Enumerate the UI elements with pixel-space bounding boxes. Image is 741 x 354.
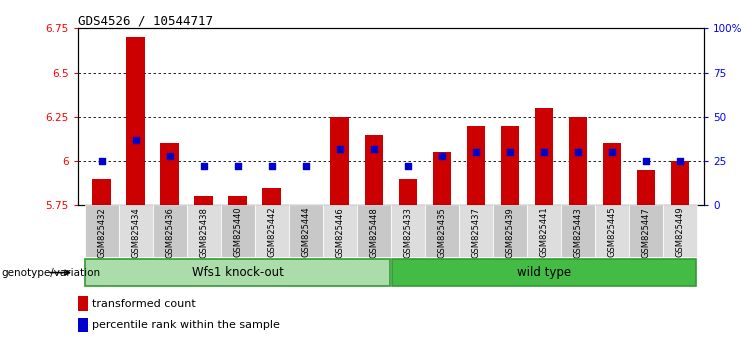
Text: GDS4526 / 10544717: GDS4526 / 10544717	[78, 14, 213, 27]
Point	[266, 164, 278, 169]
Text: GSM825436: GSM825436	[165, 207, 174, 258]
Point	[402, 164, 413, 169]
Bar	[459, 205, 493, 257]
Point	[232, 164, 244, 169]
Bar	[126, 37, 145, 205]
Point	[300, 164, 312, 169]
Text: GSM825447: GSM825447	[642, 207, 651, 258]
Bar	[568, 117, 588, 205]
Text: GSM825445: GSM825445	[608, 207, 617, 257]
Bar	[228, 196, 247, 205]
Bar	[467, 126, 485, 205]
Bar	[561, 205, 595, 257]
Point	[164, 153, 176, 159]
Text: Wfs1 knock-out: Wfs1 knock-out	[192, 266, 284, 279]
Text: GSM825439: GSM825439	[505, 207, 514, 258]
Bar	[493, 205, 527, 257]
Text: GSM825448: GSM825448	[369, 207, 379, 258]
FancyBboxPatch shape	[391, 259, 697, 286]
Bar	[289, 205, 323, 257]
Bar	[365, 135, 383, 205]
Text: genotype/variation: genotype/variation	[1, 268, 101, 278]
Text: percentile rank within the sample: percentile rank within the sample	[92, 320, 280, 330]
Bar	[595, 205, 629, 257]
Bar	[357, 205, 391, 257]
Point	[572, 149, 584, 155]
Bar	[671, 161, 689, 205]
Bar	[330, 117, 349, 205]
Text: GSM825440: GSM825440	[233, 207, 242, 257]
Text: GSM825434: GSM825434	[131, 207, 140, 258]
Bar	[194, 196, 213, 205]
Text: GSM825442: GSM825442	[268, 207, 276, 257]
Text: GSM825446: GSM825446	[336, 207, 345, 258]
Text: GSM825449: GSM825449	[676, 207, 685, 257]
Point	[368, 146, 380, 152]
Bar	[535, 108, 554, 205]
Bar	[391, 205, 425, 257]
Point	[538, 149, 550, 155]
Text: transformed count: transformed count	[92, 299, 196, 309]
Bar	[187, 205, 221, 257]
Point	[130, 137, 142, 143]
Point	[198, 164, 210, 169]
Bar	[323, 205, 357, 257]
Bar	[84, 205, 119, 257]
Bar	[78, 296, 88, 311]
FancyBboxPatch shape	[85, 259, 391, 286]
Text: GSM825441: GSM825441	[539, 207, 548, 257]
Bar	[501, 126, 519, 205]
Point	[334, 146, 346, 152]
Bar	[399, 179, 417, 205]
Bar	[93, 179, 111, 205]
Text: GSM825443: GSM825443	[574, 207, 582, 258]
Text: GSM825432: GSM825432	[97, 207, 106, 258]
Text: wild type: wild type	[517, 266, 571, 279]
Point	[606, 149, 618, 155]
Text: GSM825435: GSM825435	[437, 207, 446, 258]
Bar	[255, 205, 289, 257]
Point	[640, 158, 652, 164]
Bar	[629, 205, 663, 257]
Point	[436, 153, 448, 159]
Text: GSM825437: GSM825437	[471, 207, 480, 258]
Point	[504, 149, 516, 155]
Bar	[160, 143, 179, 205]
Bar	[527, 205, 561, 257]
Bar	[262, 188, 281, 205]
Text: GSM825438: GSM825438	[199, 207, 208, 258]
Text: GSM825444: GSM825444	[302, 207, 310, 257]
Bar	[78, 318, 88, 332]
Bar	[153, 205, 187, 257]
Point	[96, 158, 107, 164]
Point	[674, 158, 686, 164]
Bar	[602, 143, 622, 205]
Bar	[221, 205, 255, 257]
Bar	[433, 152, 451, 205]
Point	[470, 149, 482, 155]
Bar	[425, 205, 459, 257]
Text: GSM825433: GSM825433	[403, 207, 413, 258]
Bar	[663, 205, 697, 257]
Bar	[637, 170, 656, 205]
Bar	[119, 205, 153, 257]
